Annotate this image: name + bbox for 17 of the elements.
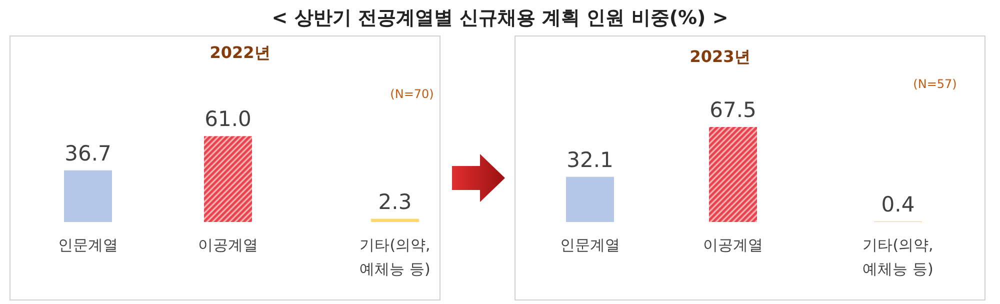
data-label: 2.3: [378, 190, 412, 214]
chart-subtitle: 2023년: [690, 47, 750, 66]
chart-subtitle: 2022년: [210, 43, 270, 62]
data-label: 32.1: [566, 148, 614, 172]
x-tick-label: 이공계열: [703, 236, 763, 254]
x-tick-label: 이공계열: [198, 236, 258, 254]
x-tick-label: 인문계열: [58, 236, 118, 254]
data-label: 61.0: [204, 107, 252, 132]
data-label: 36.7: [64, 141, 112, 166]
x-tick-label: 인문계열: [560, 236, 620, 254]
x-tick-label: 기타(의약, 예체능 등): [360, 236, 430, 278]
data-label: 0.4: [881, 192, 915, 216]
data-label: 67.5: [710, 98, 756, 122]
x-tick-label: 기타(의약, 예체능 등): [862, 236, 934, 278]
text: (N=70): [390, 87, 434, 101]
chart-title: < 상반기 전공계열별 신규채용 계획 인원 비중(%) >: [272, 7, 728, 29]
text: (N=57): [913, 77, 957, 91]
